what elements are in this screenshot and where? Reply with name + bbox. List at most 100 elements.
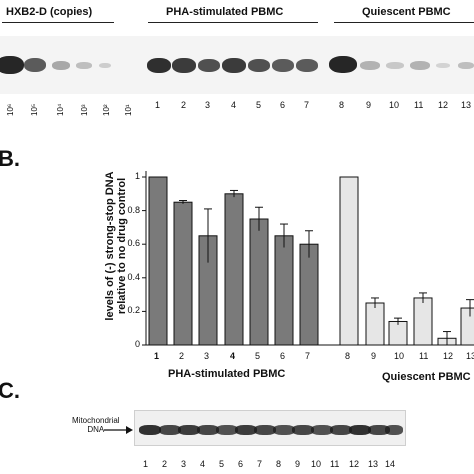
x-category-label: 5 [255,351,261,361]
mito-lane-label: 5 [219,459,225,469]
y-tick-label: 1 [134,171,140,181]
y-tick-label: 0.8 [127,205,140,215]
gel-band [254,425,276,435]
bar [173,201,193,346]
gel-panel-a [0,36,474,94]
x-category-label: 12 [443,351,454,361]
mito-lane-label: 3 [181,459,187,469]
mito-lane-label: 8 [276,459,282,469]
group-label-quiescent: Quiescent PBMC [382,371,471,383]
gel-band [385,425,403,435]
lane-label: 2 [181,100,187,110]
gel-band [296,59,318,72]
gel-band [172,58,196,73]
gel-band [386,62,404,69]
header-quiescent-underline [334,22,474,23]
gel-band [410,61,430,70]
header-hxb2: HXB2-D (copies) [6,6,93,18]
lane-label: 10 [389,100,400,110]
mito-lane-label: 10 [311,459,322,469]
lane-label: 11 [414,100,424,110]
panel-b-label: B. [0,146,20,171]
gel-band [248,59,270,72]
lane-label: 3 [205,100,211,110]
gel-band [216,425,238,435]
gel-band [436,63,450,68]
group-label-pha: PHA-stimulated PBMC [168,368,286,380]
bar [388,320,408,346]
gel-band [197,425,219,435]
x-category-label: 6 [280,351,286,361]
mito-lane-label: 4 [200,459,206,469]
lane-label: 6 [280,100,286,110]
x-category-label: 9 [371,351,377,361]
header-quiescent: Quiescent PBMC [362,6,451,18]
mito-lane-label: 13 [368,459,379,469]
mito-label-line1: Mitochondrial [72,416,120,425]
gel-band [292,425,314,435]
x-category-label: 4 [230,351,236,361]
bar [224,193,244,346]
gel-band [139,425,161,435]
mito-lane-label: 11 [330,459,340,469]
gel-band [311,425,333,435]
gel-band [24,58,46,72]
gel-band [368,425,390,435]
bar [148,176,168,346]
x-category-label: 3 [204,351,210,361]
bar [365,302,385,346]
bar [460,307,474,346]
gel-band [329,56,357,73]
header-pha-underline [148,22,318,23]
mito-lane-label: 14 [385,459,396,469]
gel-band [76,62,92,69]
x-category-label: 8 [345,351,351,361]
gel-band [349,425,371,435]
gel-band [273,425,295,435]
x-category-label: 10 [394,351,405,361]
y-tick-label: 0.2 [127,305,140,315]
gel-band [458,62,474,69]
gel-panel-c [134,410,406,446]
x-category-label: 1 [154,351,160,361]
mito-lane-label: 1 [143,459,149,469]
gel-band [330,425,352,435]
header-hxb2-underline [2,22,114,23]
lane-label: 7 [304,100,310,110]
lane-label: 8 [339,100,345,110]
mito-lane-label: 2 [162,459,168,469]
gel-band [178,425,200,435]
lane-label: 1 [155,100,161,110]
header-pha: PHA-stimulated PBMC [166,6,284,18]
y-tick-label: 0.6 [127,238,140,248]
mito-label: Mitochondrial DNA [72,416,120,434]
mito-lane-label: 9 [295,459,301,469]
bar [249,218,269,346]
lane-label: 12 [438,100,449,110]
gel-band [52,61,70,70]
lane-label: 9 [366,100,372,110]
gel-band [159,425,181,435]
y-tick-label: 0 [134,339,140,349]
bar [299,243,319,346]
gel-band [360,61,380,70]
lane-label: 13 [461,100,472,110]
panel-c-label: C. [0,378,20,403]
gel-band [222,58,246,73]
gel-band [198,59,220,72]
x-category-label: 13 [466,351,474,361]
gel-band [0,56,24,74]
bar [339,176,359,346]
arrow-icon [104,426,133,434]
mito-lane-label: 6 [238,459,244,469]
x-category-label: 7 [305,351,311,361]
gel-band [235,425,257,435]
gel-band [272,59,294,72]
gel-band [99,63,111,68]
mito-label-line2: DNA [87,425,105,434]
x-category-label: 11 [419,351,429,361]
x-category-label: 2 [179,351,185,361]
bar [413,297,433,346]
mito-lane-label: 12 [349,459,360,469]
